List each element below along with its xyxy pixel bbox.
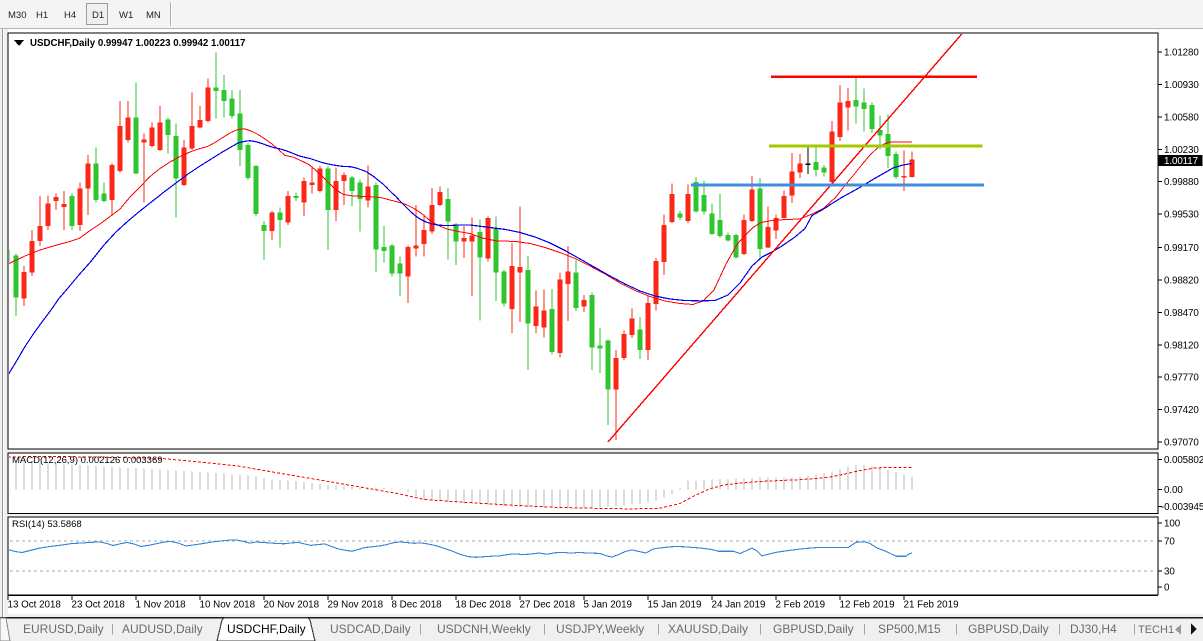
svg-text:|: |	[863, 623, 866, 635]
svg-text:EURUSD,Daily: EURUSD,Daily	[23, 622, 104, 636]
svg-text:MACD(12,26,9) 0.002126 0.00336: MACD(12,26,9) 0.002126 0.003369	[12, 455, 163, 466]
svg-text:23 Oct 2018: 23 Oct 2018	[72, 600, 126, 611]
svg-text:2 Feb 2019: 2 Feb 2019	[776, 600, 826, 611]
svg-text:1.00117: 1.00117	[1164, 156, 1198, 167]
svg-text:GBPUSD,Daily: GBPUSD,Daily	[968, 622, 1049, 636]
svg-text:MN: MN	[146, 10, 161, 21]
svg-text:H4: H4	[64, 10, 76, 21]
svg-text:DJ30,H4: DJ30,H4	[1070, 622, 1117, 636]
svg-text:20 Nov 2018: 20 Nov 2018	[264, 600, 320, 611]
svg-text:0.99880: 0.99880	[1164, 177, 1199, 188]
svg-text:USDCHF,Daily 0.99947 1.00223: USDCHF,Daily 0.99947 1.00223 0.99942 1.0…	[30, 38, 245, 49]
svg-text:0.97070: 0.97070	[1164, 438, 1199, 449]
svg-text:13 Oct 2018: 13 Oct 2018	[8, 600, 62, 611]
svg-text:|: |	[543, 623, 546, 635]
svg-text:USDJPY,Weekly: USDJPY,Weekly	[556, 622, 644, 636]
svg-text:0: 0	[1164, 583, 1170, 594]
svg-text:USDCAD,Daily: USDCAD,Daily	[330, 622, 411, 636]
svg-text:W1: W1	[119, 10, 133, 21]
svg-text:|: |	[955, 623, 958, 635]
svg-text:0.99170: 0.99170	[1164, 243, 1199, 254]
svg-text:D1: D1	[92, 10, 104, 21]
svg-text:M30: M30	[8, 10, 26, 21]
svg-text:8 Dec 2018: 8 Dec 2018	[392, 600, 443, 611]
svg-text:SP500,M15: SP500,M15	[878, 622, 941, 636]
svg-text:0.00: 0.00	[1164, 485, 1183, 496]
svg-text:1.00930: 1.00930	[1164, 80, 1199, 91]
svg-text:0.98820: 0.98820	[1164, 275, 1199, 286]
svg-text:29 Nov 2018: 29 Nov 2018	[328, 600, 384, 611]
svg-text:|: |	[419, 623, 422, 635]
svg-text:1.00580: 1.00580	[1164, 112, 1199, 123]
svg-text:0.99530: 0.99530	[1164, 210, 1199, 221]
svg-text:H1: H1	[36, 10, 48, 21]
svg-text:0.98120: 0.98120	[1164, 340, 1199, 351]
svg-text:USDCNH,Weekly: USDCNH,Weekly	[437, 622, 531, 636]
svg-text:30: 30	[1164, 567, 1175, 578]
svg-text:USDCHF,Daily: USDCHF,Daily	[227, 622, 306, 636]
svg-text:1.01280: 1.01280	[1164, 48, 1199, 59]
svg-text:|: |	[1058, 623, 1061, 635]
svg-text:5 Jan 2019: 5 Jan 2019	[584, 600, 632, 611]
svg-text:|: |	[1133, 623, 1136, 635]
svg-text:24 Jan 2019: 24 Jan 2019	[712, 600, 766, 611]
svg-text:-0.003945: -0.003945	[1161, 502, 1203, 513]
svg-text:0.97770: 0.97770	[1164, 373, 1199, 384]
svg-text:1 Nov 2018: 1 Nov 2018	[136, 600, 187, 611]
svg-text:GBPUSD,Daily: GBPUSD,Daily	[773, 622, 854, 636]
svg-text:0.97420: 0.97420	[1164, 405, 1199, 416]
svg-text:XAUUSD,Daily: XAUUSD,Daily	[668, 622, 748, 636]
svg-text:|: |	[657, 623, 660, 635]
svg-text:|: |	[759, 623, 762, 635]
svg-text:0.005802: 0.005802	[1164, 455, 1203, 466]
svg-text:0.98470: 0.98470	[1164, 308, 1199, 319]
svg-text:1.00230: 1.00230	[1164, 145, 1199, 156]
svg-text:TECH1: TECH1	[1138, 624, 1174, 636]
svg-text:100: 100	[1164, 519, 1181, 530]
svg-text:12 Feb 2019: 12 Feb 2019	[840, 600, 895, 611]
svg-text:AUDUSD,Daily: AUDUSD,Daily	[122, 622, 203, 636]
svg-text:70: 70	[1164, 537, 1175, 548]
svg-text:RSI(14) 53.5868: RSI(14) 53.5868	[12, 519, 82, 530]
svg-text:21 Feb 2019: 21 Feb 2019	[904, 600, 959, 611]
svg-text:10 Nov 2018: 10 Nov 2018	[200, 600, 256, 611]
svg-text:18 Dec 2018: 18 Dec 2018	[456, 600, 512, 611]
svg-text:15 Jan 2019: 15 Jan 2019	[648, 600, 702, 611]
svg-text:27 Dec 2018: 27 Dec 2018	[520, 600, 576, 611]
svg-text:|: |	[111, 623, 114, 635]
